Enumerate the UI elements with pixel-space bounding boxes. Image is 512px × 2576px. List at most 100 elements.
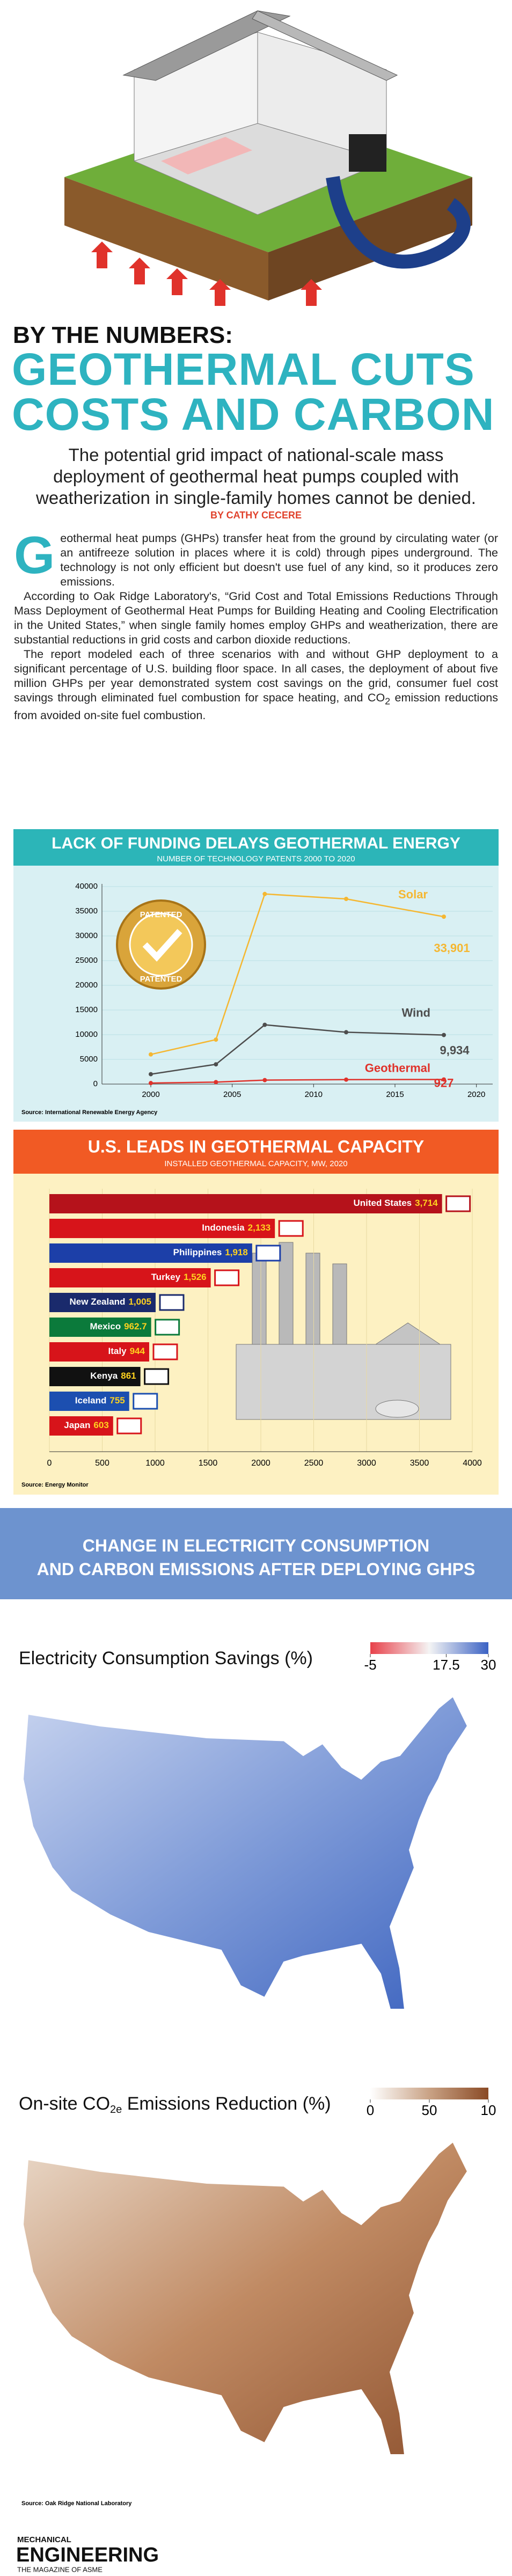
category-label: Indonesia	[202, 1223, 245, 1233]
badge-inner	[129, 912, 193, 977]
badge-check	[142, 928, 182, 962]
category-label: Turkey	[151, 1272, 181, 1282]
x-tick-label: 4000	[463, 1459, 482, 1468]
value-label: 1,005	[128, 1297, 151, 1307]
bar-chart: U.S. LEADS IN GEOTHERMAL CAPACITY INSTAL…	[13, 1130, 499, 1495]
badge-label: PATENTED	[140, 975, 182, 984]
data-point	[442, 1033, 446, 1037]
map-title: On-site CO2e Emissions Reduction (%)	[19, 2094, 331, 2116]
map-title-part: 2e	[110, 2104, 122, 2116]
value-label: 944	[130, 1346, 145, 1356]
chart-title: U.S. LEADS IN GEOTHERMAL CAPACITY	[88, 1137, 424, 1156]
us-map	[22, 1695, 469, 2010]
map-title: Electricity Consumption Savings (%)	[19, 1648, 313, 1668]
data-point	[442, 914, 446, 919]
data-point	[149, 1052, 153, 1057]
bar	[49, 1367, 141, 1386]
category-label: Mexico	[90, 1321, 121, 1331]
text: emission reductions from avoided on-site…	[14, 691, 498, 722]
drop-cap: G	[14, 525, 55, 584]
floor-heating	[161, 137, 252, 174]
value-label: 1,526	[184, 1272, 207, 1282]
x-tick-label: 2500	[304, 1459, 324, 1468]
data-point	[344, 1077, 348, 1082]
value-label: 603	[93, 1420, 108, 1430]
x-tick-label: 2020	[467, 1090, 485, 1099]
footer: MECHANICAL ENGINEERING THE MAGAZINE OF A…	[16, 2535, 159, 2573]
footer-logo: ENGINEERING	[16, 2544, 159, 2566]
heat-pump	[349, 134, 386, 172]
legend-tick-label: -5	[364, 1657, 376, 1673]
value-label: 962.7	[124, 1321, 147, 1331]
panel-header	[13, 1130, 499, 1174]
arrow	[301, 279, 322, 306]
panel-header	[13, 829, 499, 866]
x-tick-label: 2005	[223, 1090, 241, 1099]
data-point	[214, 1037, 218, 1042]
series-label: Solar	[398, 888, 428, 901]
legend-tick-label: 30	[481, 1657, 496, 1673]
source: Source: Oak Ridge National Laboratory	[21, 2500, 132, 2507]
value-label: 2,133	[248, 1223, 271, 1233]
house-illustration	[0, 0, 512, 317]
map-title-part: On-site CO	[19, 2094, 110, 2114]
data-point	[214, 1080, 218, 1085]
maps-heading: CHANGE IN ELECTRICITY CONSUMPTION	[82, 1536, 430, 1555]
data-point	[262, 891, 267, 896]
subtitle: The potential grid impact of national-sc…	[36, 445, 476, 508]
bar-label: Japan 603	[64, 1420, 109, 1430]
data-point	[344, 897, 348, 901]
paragraph: According to Oak Ridge Laboratory's, “Gr…	[14, 589, 498, 647]
bar	[49, 1416, 113, 1436]
flag	[133, 1393, 158, 1410]
x-tick-label: 3500	[410, 1459, 429, 1468]
paragraph: The report modeled each of three scenari…	[14, 647, 498, 723]
bar-label: Mexico 962.7	[90, 1321, 147, 1331]
y-tick-label: 15000	[75, 1005, 98, 1014]
bar	[49, 1293, 156, 1312]
bar	[49, 1219, 275, 1238]
bar	[49, 1392, 129, 1411]
flag	[445, 1195, 471, 1212]
legend-tick-label: 50	[422, 2102, 437, 2118]
footer-line: MECHANICAL	[17, 2535, 71, 2544]
data-point	[149, 1081, 153, 1086]
bar-label: Kenya 861	[90, 1371, 136, 1381]
category-label: Philippines	[173, 1247, 222, 1257]
roof	[122, 10, 291, 81]
source: Source: Energy Monitor	[21, 1482, 89, 1488]
maps: Source: Oak Ridge National Laboratory El…	[19, 1642, 496, 2507]
flag	[155, 1319, 180, 1336]
flag	[144, 1368, 170, 1385]
bar-label: United States 3,714	[353, 1198, 438, 1208]
value-label: 3,714	[415, 1198, 438, 1208]
category-label: Italy	[108, 1346, 127, 1356]
chart-subtitle: NUMBER OF TECHNOLOGY PATENTS 2000 TO 202…	[157, 854, 355, 863]
bar	[49, 1194, 442, 1213]
footer-line: THE MAGAZINE OF ASME	[17, 2565, 103, 2573]
tank	[375, 1400, 419, 1418]
title-line: GEOTHERMAL CUTS	[12, 344, 475, 394]
x-tick-label: 2010	[305, 1090, 323, 1099]
flag	[278, 1220, 304, 1237]
x-tick-label: 1000	[145, 1459, 165, 1468]
soil-right	[268, 177, 472, 301]
legend-tick-label: 10	[481, 2102, 496, 2118]
category-label: New Zealand	[70, 1297, 126, 1307]
kicker: BY THE NUMBERS:	[13, 322, 233, 348]
bar	[49, 1268, 211, 1287]
us-map	[22, 2141, 469, 2455]
bar-label: Turkey 1,526	[151, 1272, 207, 1282]
source: Source: International Renewable Energy A…	[21, 1109, 158, 1116]
text: According to Oak Ridge Laboratory's, “Gr…	[14, 590, 498, 646]
bar-label: Italy 944	[108, 1346, 145, 1356]
legend-bar	[370, 1642, 488, 1654]
subscript: 2	[385, 696, 391, 707]
category-label: United States	[353, 1198, 412, 1208]
value-label: 861	[121, 1371, 136, 1381]
text: eothermal heat pumps (GHPs) transfer hea…	[60, 532, 498, 588]
factory	[236, 1242, 451, 1420]
value-label: 9,934	[440, 1043, 470, 1057]
